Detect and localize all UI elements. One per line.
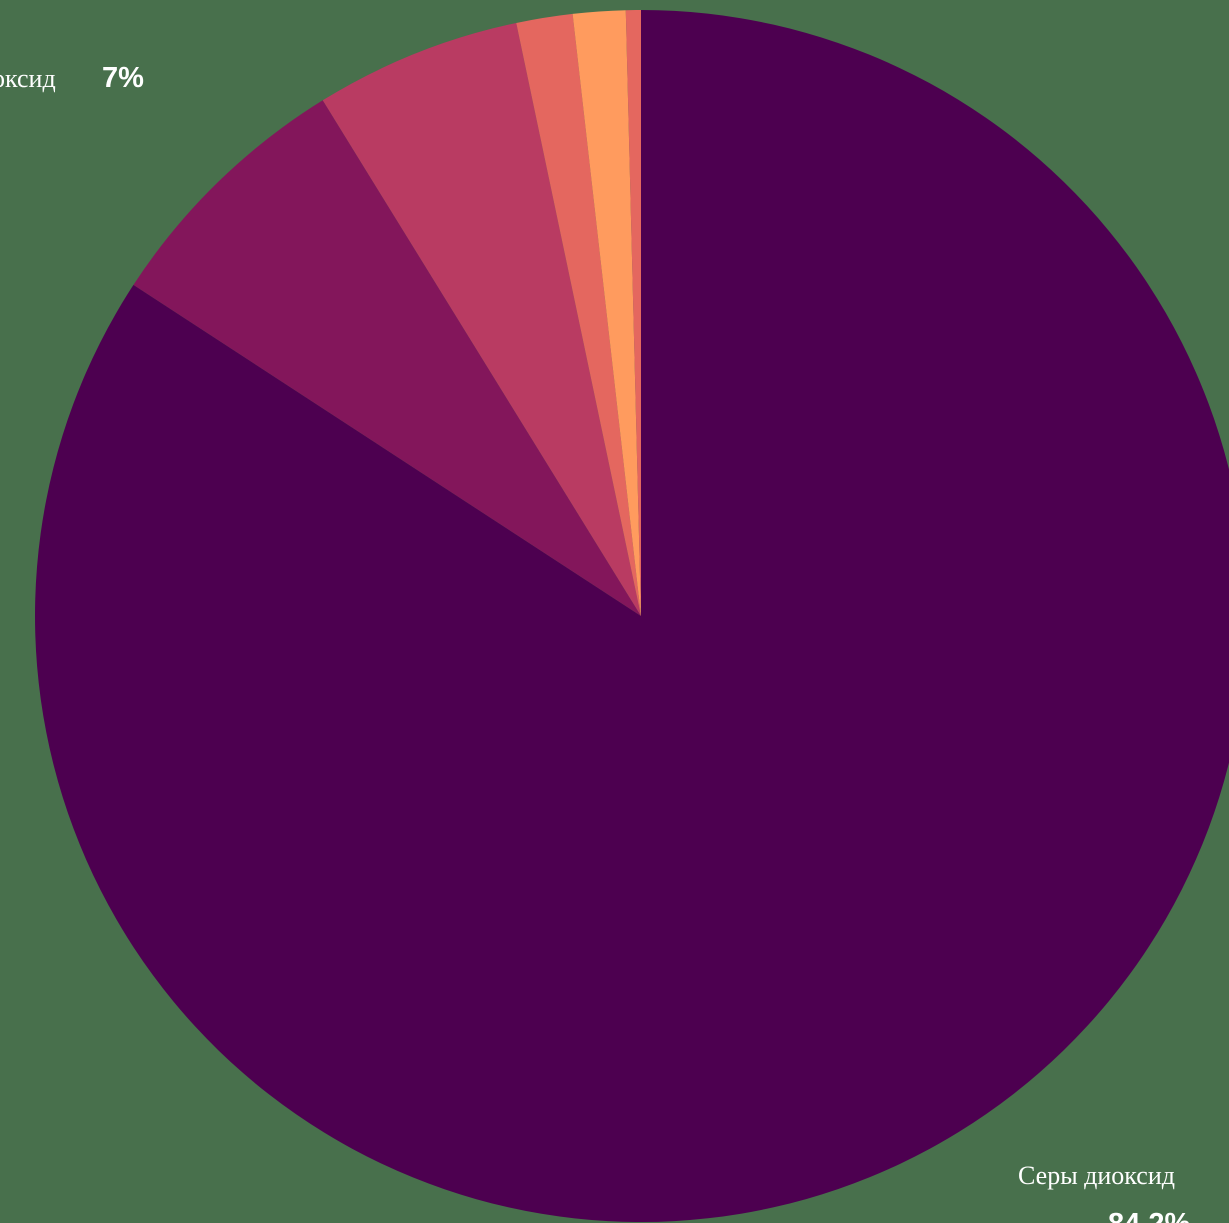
pie-slice-2	[322, 22, 641, 617]
slice-label-pct-0: 84.2%	[1108, 1210, 1190, 1223]
pie-slice-4	[572, 10, 641, 616]
slice-label-name-0: Серы диоксид	[1018, 1161, 1175, 1190]
pie-slice-3	[516, 13, 641, 617]
pie-slice-1	[133, 100, 641, 617]
pie-slice-0	[35, 10, 1229, 1222]
slice-label-pct-1: 7%	[102, 62, 144, 94]
pie-slice-5	[625, 9, 641, 616]
slice-label-name-1: оксид	[0, 64, 56, 93]
